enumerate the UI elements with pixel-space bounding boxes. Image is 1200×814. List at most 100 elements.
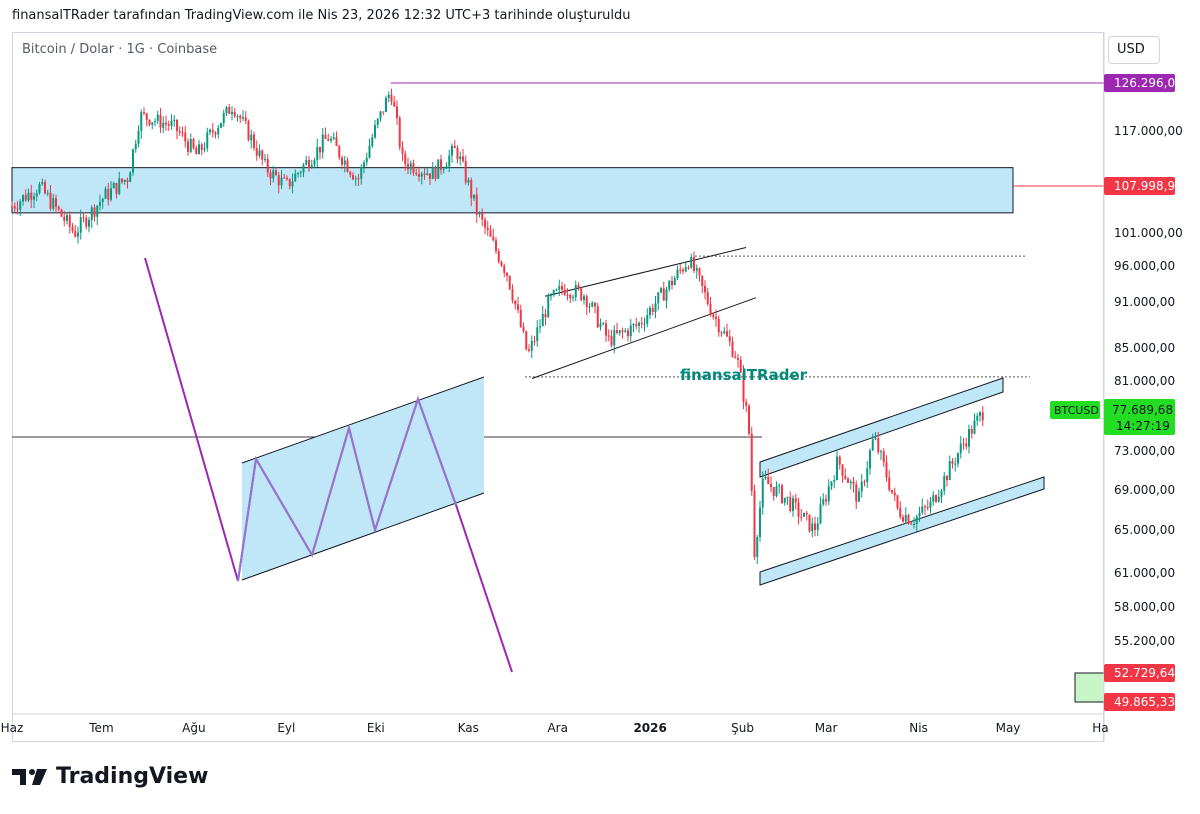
symbol-label[interactable]: Bitcoin / Dolar · 1G · Coinbase [22,42,218,57]
candle [497,248,500,264]
candle [756,534,759,564]
candle [536,320,539,347]
candle-body [156,114,159,122]
candle [750,426,753,496]
candle-body [720,332,723,334]
candle-body [170,120,173,126]
time-tick-label: Ha [1092,721,1108,735]
candle-body [112,182,115,189]
tradingview-logo[interactable]: TradingView [12,764,208,789]
candle [946,474,948,487]
candle-body [717,318,720,333]
candle-body [580,288,583,300]
candle [283,173,286,179]
candle-body [434,167,437,179]
candle [104,186,107,200]
candle-body [420,173,423,177]
candle-body [286,178,288,180]
candle [258,144,261,159]
candle [533,335,536,346]
candle [434,165,437,182]
candle-body [371,137,374,147]
candle [310,159,313,169]
candle-body [448,155,451,167]
candle [459,151,462,166]
candle [66,212,68,225]
candle-body [310,164,313,169]
candle-body [195,148,198,155]
candle [896,494,899,511]
candle-body [599,323,602,328]
candle-body [453,145,456,149]
candle-body [288,178,291,187]
candle [574,280,577,302]
candle-body [401,147,404,154]
candle [814,516,816,537]
candle [286,175,288,181]
candle [778,483,781,494]
candle [68,211,71,234]
candle-body [514,300,517,305]
candle-body [390,94,393,102]
candle [272,166,275,183]
candle [464,155,467,185]
candle [508,275,511,291]
candle-body [706,292,709,304]
candle [803,512,805,518]
price-tick-label: 61.000,00 [1114,566,1175,580]
candle [635,317,638,330]
candle [913,517,915,529]
candle-body [118,178,121,194]
candle-body [924,506,926,508]
price-tick-label: 81.000,00 [1114,374,1175,388]
candle [167,120,170,131]
candle [442,166,445,174]
candle-body [852,481,855,485]
candle-body [748,405,750,434]
candle-body [533,341,536,343]
candle [772,487,775,501]
candle-body [973,420,976,434]
candle-body [629,325,632,337]
price-tick-label: 85.000,00 [1114,341,1175,355]
candle [126,177,129,189]
candle [739,356,742,374]
candle [217,124,220,139]
candle [489,225,492,237]
candle-body [778,485,781,487]
example-channel-top [241,376,485,464]
candle-body [181,132,184,134]
candle-body [294,173,297,182]
candle [539,319,541,334]
candle-body [786,496,789,498]
candle-body [459,156,462,160]
price-tick-label: 58.000,00 [1114,600,1175,614]
candle [38,181,41,195]
currency-selector[interactable]: USD [1108,36,1160,64]
candle-body [418,174,420,177]
candle [860,474,863,498]
candle-body [869,450,871,469]
candle [657,292,660,311]
candle [187,138,189,156]
candle-body [57,206,60,210]
candle-body [841,464,844,476]
candle [792,495,794,517]
candle-body [825,499,827,502]
candle-body [173,119,176,121]
candle [343,156,346,173]
candle [74,224,77,238]
candle [247,119,250,142]
candle [858,487,860,502]
candle [550,292,552,301]
candle [195,145,198,155]
candle-body [910,523,913,525]
chart-caption: finansalTRader tarafından TradingView.co… [12,8,631,23]
candle-body [926,507,929,509]
candle [118,171,121,196]
candle-body [731,341,734,357]
candle [668,280,671,292]
price-axis: 117.000,00 101.000,00 96.000,00 91.000,00 85… [1050,32,1183,742]
candle [313,157,316,169]
